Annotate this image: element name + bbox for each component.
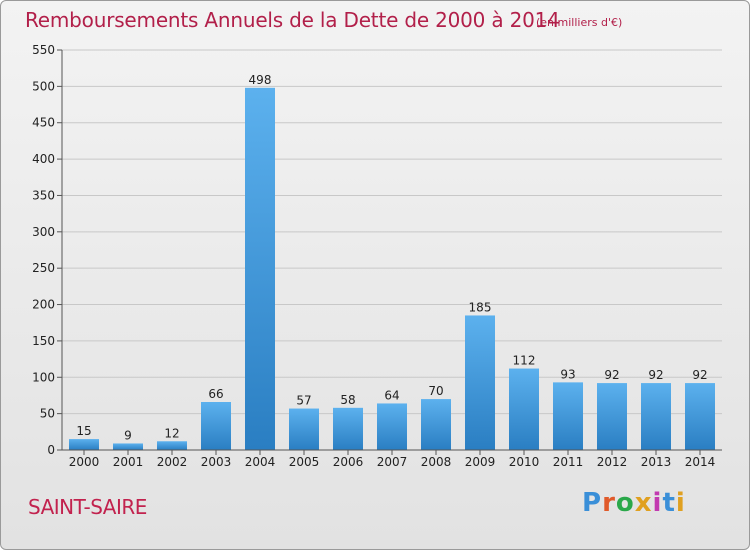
bar[interactable] [333, 407, 363, 450]
x-tick-label: 2014 [685, 455, 716, 469]
bar-value-label: 66 [208, 387, 223, 401]
x-tick-label: 2002 [157, 455, 188, 469]
chart-title: Remboursements Annuels de la Dette de 20… [25, 8, 560, 32]
bar-value-label: 9 [124, 428, 132, 442]
bar-value-label: 185 [469, 300, 492, 314]
x-tick-label: 2003 [201, 455, 232, 469]
y-tick-label: 100 [32, 370, 55, 384]
bar-value-label: 498 [249, 73, 272, 87]
x-tick-label: 2001 [113, 455, 144, 469]
y-tick-label: 0 [47, 443, 55, 457]
bar-value-label: 112 [513, 354, 536, 368]
bar-value-label: 58 [340, 393, 355, 407]
bar[interactable] [113, 443, 143, 450]
unit-note: (en milliers d'€) [536, 16, 623, 29]
bar-value-label: 12 [164, 426, 179, 440]
bar[interactable] [641, 383, 671, 450]
bar[interactable] [377, 403, 407, 450]
bar[interactable] [685, 383, 715, 450]
x-tick-label: 2005 [289, 455, 320, 469]
x-tick-label: 2009 [465, 455, 496, 469]
bar[interactable] [597, 383, 627, 450]
y-tick-label: 300 [32, 225, 55, 239]
x-tick-label: 2011 [553, 455, 584, 469]
logo-letter: r [602, 488, 616, 518]
x-tick-label: 2010 [509, 455, 540, 469]
x-tick-label: 2008 [421, 455, 452, 469]
x-axis: 2000 2001 2002 2003 2004 2005 2006 2007 2008 2009… [62, 449, 722, 469]
bars: 15 9 12 66 498 57 58 64 70 185 112 93 92 92 92 [69, 73, 715, 451]
bar-value-label: 92 [604, 368, 619, 382]
x-tick-label: 2013 [641, 455, 672, 469]
logo-letter: x [634, 488, 653, 518]
y-axis: 0 50 100 150 200 250 300 350 400 450 500 550 [32, 43, 63, 457]
x-tick-label: 2004 [245, 455, 276, 469]
logo-letter: i [652, 488, 663, 518]
logo-letter: P [582, 488, 603, 518]
bar-value-label: 92 [648, 368, 663, 382]
bar[interactable] [553, 382, 583, 450]
y-tick-label: 200 [32, 298, 55, 312]
bar-value-label: 70 [428, 384, 443, 398]
bar[interactable] [69, 439, 99, 450]
x-tick-label: 2006 [333, 455, 364, 469]
bar-value-label: 64 [384, 388, 399, 402]
y-tick-label: 250 [32, 261, 55, 275]
y-tick-label: 450 [32, 116, 55, 130]
bar[interactable] [509, 368, 539, 450]
bar[interactable] [157, 441, 187, 450]
proxiti-logo[interactable]: Proxiti [582, 488, 686, 518]
bar-value-label: 57 [296, 394, 311, 408]
bar-value-label: 15 [76, 424, 91, 438]
y-tick-label: 350 [32, 188, 55, 202]
bar[interactable] [465, 315, 495, 450]
bar[interactable] [245, 87, 275, 451]
y-tick-label: 150 [32, 334, 55, 348]
y-tick-label: 400 [32, 152, 55, 166]
bar[interactable] [421, 399, 451, 450]
gridlines [62, 49, 722, 451]
x-tick-label: 2007 [377, 455, 408, 469]
y-tick-label: 50 [40, 407, 55, 421]
logo-letter: o [615, 488, 635, 518]
y-tick-label: 550 [32, 43, 55, 57]
commune-name: SAINT-SAIRE [28, 495, 147, 519]
bar-value-label: 92 [692, 368, 707, 382]
logo-letter: i [675, 488, 686, 518]
logo-letter: t [662, 488, 676, 518]
x-tick-label: 2000 [69, 455, 100, 469]
x-tick-label: 2012 [597, 455, 628, 469]
bar[interactable] [289, 408, 319, 450]
bar-value-label: 93 [560, 367, 575, 381]
bar[interactable] [201, 402, 231, 450]
y-tick-label: 500 [32, 79, 55, 93]
